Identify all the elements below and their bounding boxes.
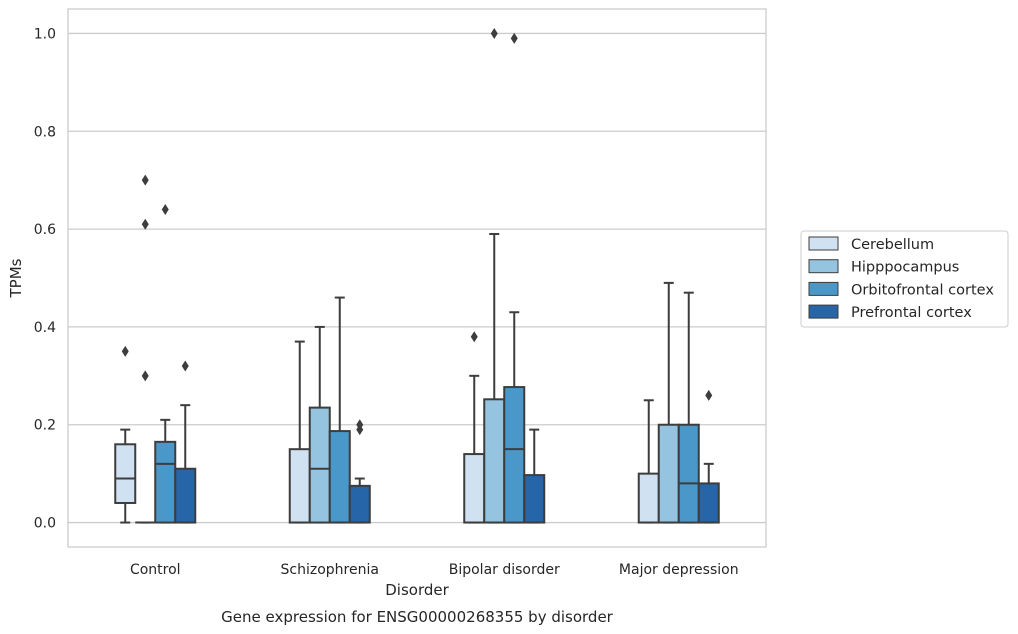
legend-label: Cerebellum [851, 237, 934, 253]
legend-label: Orbitofrontal cortex [851, 282, 994, 298]
legend-entry: Orbitofrontal cortex [808, 281, 994, 298]
box-schizophrenia [348, 419, 371, 524]
box-iqr [348, 484, 371, 524]
box-iqr [483, 398, 506, 524]
legend-entry: Prefrontal cortex [808, 304, 972, 321]
outlier-point [121, 345, 129, 357]
y-tick-labels: 0.0 0.2 0.4 0.6 0.8 1.0 [34, 26, 56, 531]
box-control [174, 360, 197, 524]
box-major-depression [677, 291, 700, 524]
series-orbitofrontal-cortex [154, 32, 700, 524]
legend-label: Prefrontal cortex [851, 305, 972, 321]
legend-swatch [808, 259, 839, 274]
series-cerebellum [114, 331, 660, 524]
x-tick-label: Major depression [619, 562, 739, 578]
y-tick-label: 0.4 [34, 320, 56, 336]
legend-entry: Hipppocampus [808, 259, 959, 276]
box-iqr [677, 423, 700, 524]
box-iqr [503, 386, 526, 524]
legend: Cerebellum Hipppocampus Orbitofrontal cort… [800, 230, 1009, 328]
y-tick-label: 1.0 [34, 26, 56, 42]
outlier-point [705, 389, 713, 401]
box-iqr [657, 423, 680, 524]
legend-entry: Cerebellum [808, 236, 934, 253]
outlier-point [510, 32, 518, 44]
box-bipolar-disorder [463, 331, 486, 524]
legend-frame [800, 230, 1009, 328]
outlier-point [490, 27, 498, 39]
box-schizophrenia [328, 296, 351, 524]
box-control [135, 174, 156, 524]
y-tick-label: 0.8 [34, 124, 56, 140]
x-tick-label: Bipolar disorder [449, 562, 560, 578]
box-iqr [154, 440, 177, 524]
box-bipolar-disorder [483, 27, 506, 524]
box-iqr [328, 430, 351, 524]
x-tick-label: Schizophrenia [281, 562, 379, 578]
box-iqr [288, 448, 311, 524]
plot-area-frame [67, 8, 767, 548]
y-tick-label: 0.0 [34, 516, 56, 532]
box-iqr [308, 406, 331, 524]
box-bipolar-disorder [503, 32, 526, 524]
chart-caption: Gene expression for ENSG00000268355 by d… [221, 608, 614, 626]
series-hipppocampus [135, 27, 680, 524]
outlier-point [356, 419, 364, 431]
box-iqr [697, 482, 720, 524]
legend-swatch [808, 281, 839, 296]
y-tick-label: 0.6 [34, 222, 56, 238]
y-tick-label: 0.2 [34, 418, 56, 434]
x-axis-label: Disorder [385, 581, 449, 599]
box-schizophrenia [288, 340, 311, 524]
outlier-point [141, 218, 149, 230]
box-plot-series [114, 27, 720, 524]
outlier-point [181, 360, 189, 372]
box-bipolar-disorder [523, 428, 546, 524]
box-iqr [463, 453, 486, 524]
x-tick-labels: Control Schizophrenia Bipolar disorder Majo… [130, 562, 739, 578]
outlier-point [141, 174, 149, 186]
box-iqr [523, 474, 546, 524]
box-control [114, 345, 137, 524]
outlier-point [470, 331, 478, 343]
box-major-depression [697, 389, 720, 524]
y-axis-label: TPMs [7, 258, 25, 298]
outlier-point [141, 370, 149, 382]
series-prefrontal-cortex [174, 360, 720, 524]
legend-label: Hipppocampus [851, 260, 959, 276]
box-iqr [114, 443, 137, 504]
box-iqr [174, 467, 197, 524]
outlier-point [161, 204, 169, 216]
box-iqr [637, 472, 660, 524]
legend-swatch [808, 304, 839, 319]
legend-swatch [808, 236, 839, 251]
x-tick-label: Control [130, 562, 181, 578]
